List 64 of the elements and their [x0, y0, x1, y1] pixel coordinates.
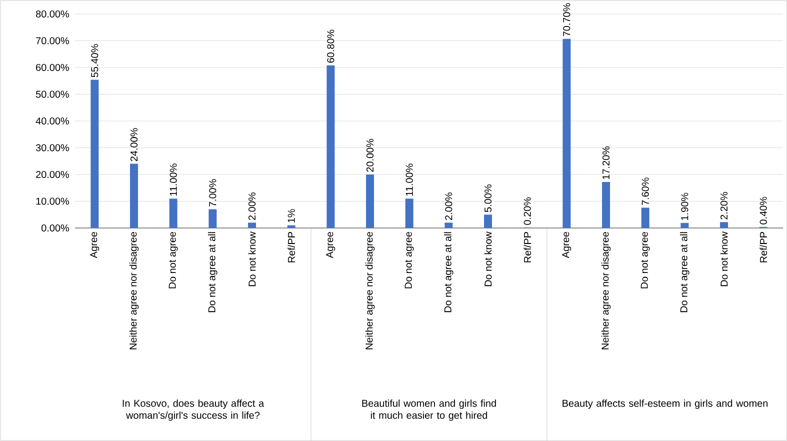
data-label: 60.80%	[327, 30, 334, 63]
x-tick-label: Neither agree nor disagree	[601, 232, 611, 350]
bar	[484, 214, 492, 228]
x-tick-label: Agree	[562, 232, 572, 258]
x-tick-label: Ref/PP	[524, 232, 531, 262]
x-tick-label: Do not agree at all	[444, 232, 454, 312]
x-tick-label: Ref/PP	[760, 232, 767, 262]
data-label: 7.60%	[642, 178, 649, 205]
x-tick-label: Neither agree nor disagree	[129, 232, 139, 350]
y-tick-label: 0.00%	[41, 224, 70, 232]
x-tick-label: Agree	[90, 232, 100, 258]
x-tick-label: Do not agree at all	[208, 232, 218, 312]
x-axis-title: Beauty affects self-esteem in girls and women	[562, 400, 768, 409]
data-label: 70.70%	[563, 3, 570, 36]
bar	[405, 198, 414, 228]
bar	[562, 38, 571, 228]
bar	[130, 164, 138, 228]
bar	[720, 222, 728, 228]
bar	[90, 80, 99, 228]
x-tick-label: Do not agree	[640, 232, 650, 288]
data-label: 2.00%	[248, 192, 256, 220]
bar	[602, 182, 610, 228]
y-tick-label: 30.00%	[36, 144, 70, 152]
data-label: 1.90%	[681, 192, 688, 220]
x-tick-label: Ref/PP	[288, 232, 295, 262]
bar	[444, 222, 453, 228]
data-label: 0.40%	[760, 196, 767, 224]
data-label: 2.20%	[720, 192, 728, 220]
bar	[641, 208, 650, 228]
data-label: 7.00%	[209, 179, 216, 207]
x-tick-label: Do not agree at all	[680, 232, 690, 312]
data-label: 11.00%	[406, 164, 413, 196]
data-label: 17.20%	[602, 146, 610, 180]
x-tick-label: Do not know	[720, 232, 728, 286]
x-tick-label: Agree	[326, 232, 336, 258]
data-label: 24.00%	[130, 128, 138, 162]
data-label: 55.40%	[91, 44, 98, 78]
data-label: 1%	[288, 209, 295, 222]
x-tick-label: Do not agree	[404, 232, 414, 288]
y-tick-label: 50.00%	[36, 90, 70, 98]
bar	[680, 222, 689, 228]
y-tick-label: 20.00%	[36, 170, 70, 178]
bar	[287, 225, 296, 228]
data-label: 0.20%	[524, 197, 531, 225]
x-axis-title: Beautiful women and girls find it much easier to get hired	[362, 400, 496, 421]
bar	[326, 65, 335, 228]
x-axis-title: In Kosovo, does beauty affect a woman's/girl's success in life?	[122, 400, 264, 421]
y-tick-label: 60.00%	[36, 64, 70, 72]
bar	[169, 198, 178, 228]
bar	[366, 174, 374, 228]
data-label: 2.00%	[445, 192, 452, 220]
y-tick-label: 80.00%	[36, 10, 70, 18]
data-label: 5.00%	[484, 184, 492, 212]
bar	[208, 209, 217, 228]
data-label: 20.00%	[366, 138, 374, 172]
x-tick-label: Neither agree nor disagree	[365, 232, 375, 350]
bar	[248, 222, 256, 228]
x-tick-label: Do not know	[248, 232, 256, 286]
y-tick-label: 10.00%	[36, 198, 70, 205]
data-label: 11.00%	[170, 164, 177, 196]
y-tick-label: 70.00%	[36, 37, 70, 44]
y-tick-label: 40.00%	[36, 117, 70, 125]
x-tick-label: Do not agree	[168, 232, 178, 288]
x-tick-label: Do not know	[484, 232, 492, 286]
